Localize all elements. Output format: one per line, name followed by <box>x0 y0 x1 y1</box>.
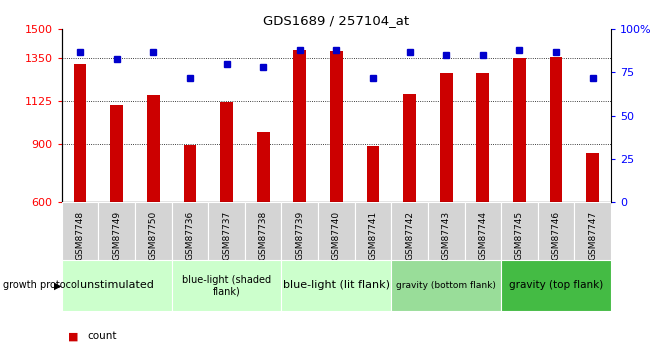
Text: ■: ■ <box>68 332 79 341</box>
Bar <box>135 202 172 260</box>
Bar <box>550 57 562 202</box>
Text: GSM87745: GSM87745 <box>515 210 524 260</box>
Bar <box>367 146 380 202</box>
Text: unstimulated: unstimulated <box>80 280 153 290</box>
Bar <box>476 73 489 202</box>
Text: GSM87749: GSM87749 <box>112 210 121 260</box>
Bar <box>586 153 599 202</box>
Text: GSM87738: GSM87738 <box>259 210 268 260</box>
Text: GSM87740: GSM87740 <box>332 210 341 260</box>
Text: GSM87736: GSM87736 <box>185 210 194 260</box>
Bar <box>318 202 355 260</box>
Text: gravity (bottom flank): gravity (bottom flank) <box>396 281 496 290</box>
Bar <box>172 260 281 310</box>
Bar <box>220 102 233 202</box>
Text: GSM87737: GSM87737 <box>222 210 231 260</box>
Bar <box>281 260 391 310</box>
Text: ▶: ▶ <box>54 280 62 290</box>
Text: GSM87747: GSM87747 <box>588 210 597 260</box>
Text: count: count <box>88 332 117 341</box>
Text: blue-light (shaded
flank): blue-light (shaded flank) <box>182 275 271 296</box>
Bar <box>147 96 160 202</box>
Bar <box>330 51 343 202</box>
Text: GSM87746: GSM87746 <box>552 210 560 260</box>
Bar <box>73 64 86 202</box>
Bar <box>281 202 318 260</box>
Bar <box>257 132 270 202</box>
Bar <box>575 202 611 260</box>
Bar <box>183 145 196 202</box>
Text: GSM87750: GSM87750 <box>149 210 158 260</box>
Bar <box>538 202 575 260</box>
Bar <box>62 202 98 260</box>
Bar <box>245 202 281 260</box>
Bar <box>391 260 501 310</box>
Bar <box>293 50 306 202</box>
Text: gravity (top flank): gravity (top flank) <box>509 280 603 290</box>
Bar <box>391 202 428 260</box>
Text: blue-light (lit flank): blue-light (lit flank) <box>283 280 390 290</box>
Text: growth protocol: growth protocol <box>3 280 80 290</box>
Bar <box>172 202 208 260</box>
Bar <box>62 260 172 310</box>
Text: GSM87741: GSM87741 <box>369 210 378 260</box>
Bar <box>513 58 526 202</box>
Bar <box>111 105 123 202</box>
Text: GSM87742: GSM87742 <box>405 210 414 260</box>
Bar <box>465 202 501 260</box>
Bar <box>501 260 611 310</box>
Bar <box>403 95 416 202</box>
Text: GSM87743: GSM87743 <box>442 210 450 260</box>
Bar <box>440 73 452 202</box>
Bar <box>428 202 465 260</box>
Text: GSM87748: GSM87748 <box>75 210 84 260</box>
Bar <box>98 202 135 260</box>
Bar <box>501 202 538 260</box>
Bar <box>355 202 391 260</box>
Text: GSM87739: GSM87739 <box>295 210 304 260</box>
Title: GDS1689 / 257104_at: GDS1689 / 257104_at <box>263 14 410 27</box>
Bar <box>208 202 245 260</box>
Text: GSM87744: GSM87744 <box>478 210 488 260</box>
